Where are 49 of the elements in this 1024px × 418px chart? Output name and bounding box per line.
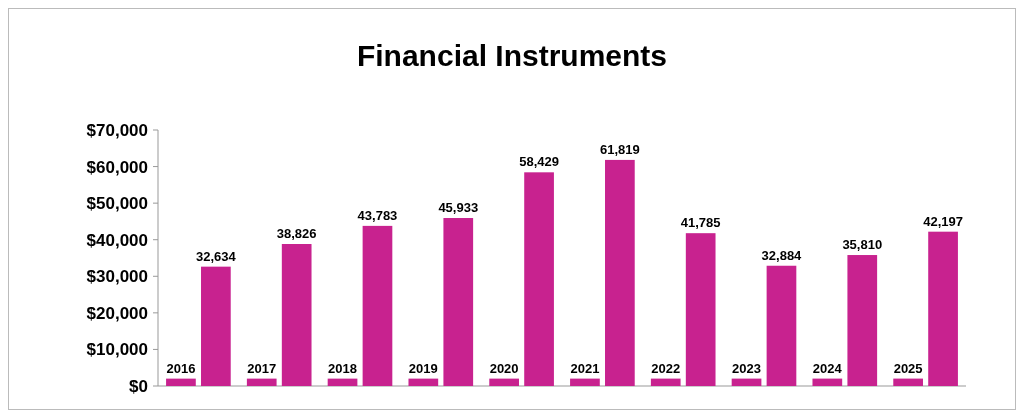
y-tick-label: $70,000 [86, 120, 148, 140]
bar [847, 255, 878, 386]
y-tick-label: $50,000 [86, 194, 148, 214]
bar [812, 378, 843, 386]
data-label: 35,810 [842, 237, 883, 253]
data-label: 2023 [732, 360, 761, 376]
data-label: 58,429 [519, 154, 559, 170]
bar [570, 378, 600, 386]
data-label: 42,197 [923, 213, 963, 229]
y-tick-label: $60,000 [86, 157, 148, 177]
data-label: 2018 [328, 360, 357, 376]
data-label: 2024 [812, 360, 843, 376]
bar [731, 378, 762, 386]
data-label: 43,783 [357, 207, 398, 223]
y-tick-label: $40,000 [86, 230, 148, 250]
data-label: 2016 [166, 360, 196, 376]
bar [685, 233, 716, 386]
chart-title: Financial Instruments [356, 39, 668, 72]
bar [893, 378, 923, 386]
y-tick-label: $0 [129, 376, 148, 396]
bar [246, 378, 277, 386]
bar [362, 225, 393, 386]
data-label: 2019 [408, 360, 438, 376]
data-label: 2025 [893, 360, 923, 376]
bar [605, 159, 635, 386]
data-label: 2021 [570, 360, 600, 376]
bar [928, 231, 958, 386]
y-tick-label: $30,000 [86, 267, 148, 287]
y-tick-label: $20,000 [86, 303, 148, 323]
bar [766, 265, 797, 386]
bar [408, 378, 439, 386]
bar [281, 244, 312, 386]
data-label: 45,933 [438, 200, 479, 216]
data-label: 2022 [651, 360, 681, 376]
bar [327, 378, 358, 386]
data-label: 38,826 [276, 226, 317, 242]
bar [166, 378, 196, 386]
bar [650, 378, 681, 386]
bar [489, 378, 519, 386]
data-label: 41,785 [680, 215, 721, 231]
data-label: 61,819 [599, 141, 640, 157]
data-label: 2017 [247, 360, 277, 376]
bar [201, 266, 231, 386]
data-label: 32,884 [761, 247, 803, 263]
data-label: 32,634 [195, 248, 237, 264]
data-label: 2020 [489, 360, 519, 376]
y-tick-label: $10,000 [86, 340, 148, 360]
bar [443, 218, 474, 386]
bar [524, 172, 554, 386]
